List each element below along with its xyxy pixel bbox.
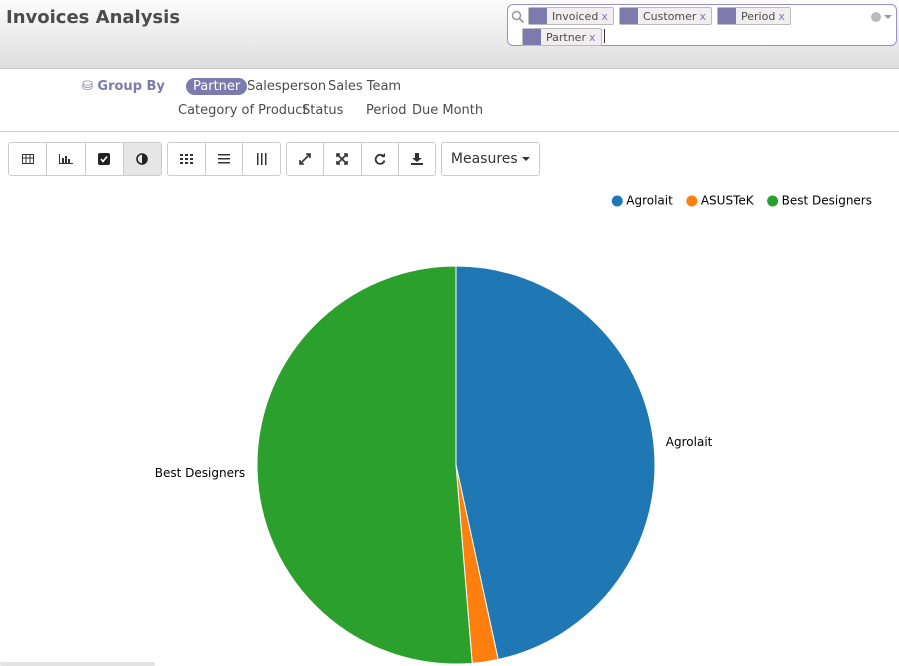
group-option[interactable]: Salesperson [247,79,327,94]
pie-slice [256,265,473,665]
group-option[interactable]: Sales Team [328,79,402,94]
pie-view-button[interactable] [123,143,161,175]
search-icon [511,10,525,24]
view-buttons [8,142,162,176]
measures-label: Measures [450,151,518,167]
pie-chart: Agrolait Best Designers Agrolait ASUSTeK Bes… [155,194,872,665]
scrollbar [0,662,155,666]
legend-label: Best Designers [782,194,872,208]
legend-label: Agrolait [626,194,673,208]
text-cursor [604,29,605,43]
legend-label: ASUSTeK [701,194,755,208]
group-option-active[interactable]: Partner [186,78,248,95]
page-title: Invoices Analysis [6,7,181,28]
table-view-button[interactable] [9,143,48,175]
search-facet[interactable]: Period x [717,7,791,25]
expand-button[interactable] [287,143,325,175]
action-buttons [286,142,436,176]
legend-swatch [767,195,779,207]
measures-button[interactable]: Measures [441,142,540,176]
layout-buttons [167,142,281,176]
header-bar: Invoices Analysis Invoiced x Customer x Pe… [0,0,899,69]
heatmap-button[interactable] [168,143,206,175]
fullscreen-button[interactable] [324,143,362,175]
facet-label: Customer [643,10,697,23]
facet-label: Period [741,10,776,23]
facet-label: Invoiced [552,10,599,23]
legend-swatch [611,195,623,207]
group-by-label: ⛁ Group By [82,79,165,94]
legend-swatch [686,195,698,207]
facet-label: Partner [546,31,586,44]
download-button[interactable] [399,143,435,175]
search-box[interactable]: Invoiced x Customer x Period x Partner x [507,4,897,46]
group-option[interactable]: Status [302,103,344,118]
search-facet[interactable]: Customer x [619,7,712,25]
pie-slice [455,265,656,661]
line-view-button[interactable] [86,143,124,175]
slice-label: Best Designers [155,466,245,480]
rows-button[interactable] [206,143,244,175]
search-clear[interactable] [870,11,894,23]
search-facet[interactable]: Invoiced x [528,7,614,25]
group-by-title: Group By [97,79,165,94]
reload-button[interactable] [362,143,399,175]
group-option[interactable]: Category of Product [178,103,308,118]
separator [0,131,899,132]
slice-label: Agrolait [666,435,713,449]
columns-button[interactable] [243,143,280,175]
bar-view-button[interactable] [47,143,86,175]
group-option[interactable]: Period [366,103,407,118]
group-option[interactable]: Due Month [412,103,484,118]
search-facet[interactable]: Partner x [522,28,602,46]
